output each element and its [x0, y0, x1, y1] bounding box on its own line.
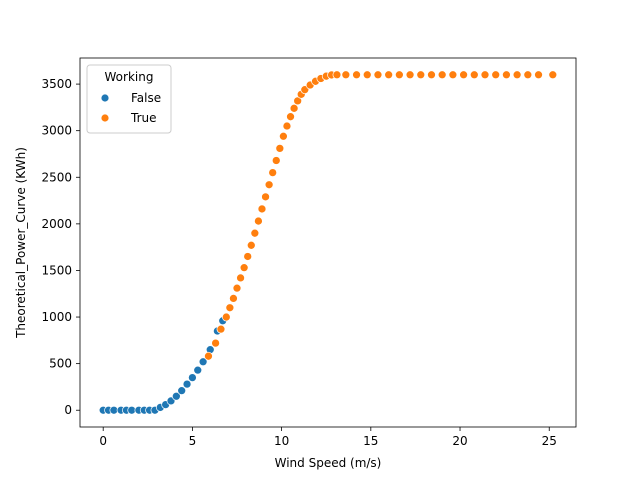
data-point-true [469, 70, 479, 80]
data-point-true [282, 121, 292, 131]
x-tick-label: 0 [99, 434, 107, 448]
data-point-true [268, 168, 278, 177]
legend-label-false: False [131, 91, 161, 105]
x-tick-label: 5 [189, 434, 197, 448]
y-tick-label: 3000 [41, 124, 72, 138]
data-point-true [257, 204, 267, 214]
data-point-true [232, 283, 242, 293]
data-point-true [243, 252, 253, 261]
x-tick-label: 15 [363, 434, 378, 448]
data-point-true [437, 70, 447, 80]
points-layer [98, 70, 558, 415]
data-point-false [188, 373, 197, 382]
y-axis: 0 500 1000 1500 2000 2500 3000 3500 [41, 77, 80, 417]
data-point-true [523, 70, 533, 80]
data-point-true [405, 70, 415, 80]
data-point-false [182, 379, 192, 389]
data-point-true [271, 156, 281, 165]
data-point-true [289, 103, 299, 113]
legend-marker-true [100, 113, 110, 123]
data-point-true [261, 192, 270, 202]
x-tick-label: 20 [452, 434, 467, 448]
data-point-true [332, 70, 342, 80]
x-axis-label: Wind Speed (m/s) [275, 456, 382, 470]
data-point-true [239, 263, 249, 273]
data-point-true [229, 294, 238, 303]
data-point-true [246, 240, 256, 250]
plot-frame [79, 57, 577, 428]
y-tick-label: 3500 [41, 77, 72, 91]
data-point-true [204, 351, 213, 361]
x-tick-label: 10 [274, 434, 289, 448]
data-point-true [341, 70, 351, 80]
data-point-true [502, 70, 511, 80]
y-tick-label: 0 [64, 403, 72, 417]
data-point-true [480, 70, 490, 80]
data-point-true [427, 70, 436, 80]
data-point-true [373, 70, 383, 80]
data-point-true [275, 144, 285, 153]
data-point-true [225, 303, 235, 313]
data-point-true [395, 70, 404, 80]
data-point-true [250, 228, 260, 238]
data-point-true [512, 70, 522, 80]
legend: Working False True [86, 64, 172, 134]
data-point-true [416, 70, 426, 80]
data-point-true [459, 70, 468, 80]
data-point-false [198, 357, 208, 367]
y-tick-label: 1000 [41, 310, 72, 324]
data-point-true [491, 70, 501, 80]
data-point-true [448, 70, 458, 80]
y-tick-label: 2000 [41, 217, 72, 231]
legend-marker-false [100, 93, 110, 103]
y-tick-label: 1500 [41, 263, 72, 277]
data-point-true [362, 70, 372, 80]
data-point-false [193, 365, 203, 375]
data-point-true [279, 131, 288, 141]
data-point-false [177, 386, 187, 396]
data-point-true [264, 180, 274, 190]
data-point-true [548, 70, 558, 80]
x-axis: 0 5 10 15 20 25 [99, 427, 557, 448]
data-point-true [286, 112, 295, 122]
data-point-true [216, 324, 226, 334]
data-point-true [293, 96, 303, 106]
legend-label-true: True [130, 111, 157, 125]
data-point-true [236, 273, 245, 283]
y-axis-label: Theoretical_Power_Curve (KWh) [14, 147, 28, 339]
data-point-true [352, 70, 361, 80]
legend-title: Working [105, 70, 154, 84]
y-tick-label: 500 [49, 357, 72, 371]
data-point-true [384, 70, 394, 80]
data-point-false [171, 391, 181, 401]
x-tick-label: 25 [542, 434, 557, 448]
data-point-true [221, 312, 231, 322]
data-point-true [211, 338, 220, 348]
data-point-true [254, 216, 263, 226]
data-point-true [534, 70, 543, 80]
y-tick-label: 2500 [41, 170, 72, 184]
